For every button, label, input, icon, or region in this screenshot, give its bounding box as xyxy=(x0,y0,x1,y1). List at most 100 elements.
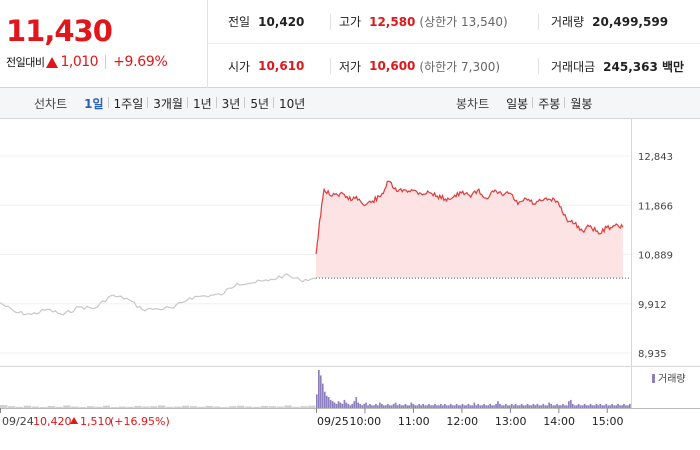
volume-bar xyxy=(205,405,213,408)
volume-bar xyxy=(142,406,150,408)
volume-bar xyxy=(284,405,292,408)
volume-bar xyxy=(518,405,521,408)
volume-bar xyxy=(333,402,336,408)
volume-bar xyxy=(442,405,444,408)
volume-bar xyxy=(566,405,568,408)
change-label: 전일대비 xyxy=(6,56,45,69)
volume-bar xyxy=(483,403,485,408)
volume-bar xyxy=(86,406,95,408)
volume-bar xyxy=(510,403,513,408)
volume-bar xyxy=(554,405,556,408)
volume-bar xyxy=(158,405,166,408)
volume-bar xyxy=(577,403,580,408)
y-tick-label: 11,866 xyxy=(638,201,673,212)
volume-bar xyxy=(367,405,369,408)
volume-bar xyxy=(118,406,126,408)
volume-bar xyxy=(619,405,621,408)
volume-bar xyxy=(23,405,32,408)
volume-bar xyxy=(514,403,517,408)
volume-bar xyxy=(15,406,24,408)
volume-bar xyxy=(382,405,385,408)
stat-note: (상한가 13,540) xyxy=(419,15,508,29)
volume-bar xyxy=(213,406,221,408)
volume-bar xyxy=(558,405,560,408)
volume-bar xyxy=(430,405,432,408)
volume-bar xyxy=(530,405,533,408)
volume-bar xyxy=(524,405,527,408)
volume-bar xyxy=(318,370,320,408)
volume-bar xyxy=(325,395,328,408)
volume-bar xyxy=(63,405,71,408)
volume-bar xyxy=(473,402,476,408)
candle-chart-title: 봉차트 xyxy=(456,97,490,111)
legend-swatch xyxy=(652,374,655,383)
volume-bar xyxy=(564,405,566,408)
volume-bar xyxy=(323,391,326,408)
volume-bar xyxy=(31,406,39,408)
volume-bar xyxy=(335,403,338,408)
x-tick-label: 09/25 xyxy=(317,415,349,428)
volume-bar xyxy=(244,406,253,408)
volume-bar xyxy=(516,405,519,408)
volume-bar xyxy=(544,405,547,408)
volume-bar xyxy=(343,399,346,408)
volume-bar xyxy=(126,406,134,408)
volume-bar xyxy=(252,406,261,408)
candle-daily[interactable]: 일봉 xyxy=(506,97,529,111)
stat-value: 10,420 xyxy=(258,14,305,29)
volume-bar xyxy=(562,403,564,408)
volume-bar xyxy=(495,403,497,408)
y-tick-label: 12,843 xyxy=(638,152,673,163)
period-1w[interactable]: 1주일 xyxy=(107,95,149,112)
stat-value: 20,499,599 xyxy=(592,14,669,29)
volume-bar xyxy=(347,403,350,408)
candle-weekly[interactable]: 주봉 xyxy=(532,95,565,112)
volume-bar xyxy=(428,403,430,408)
volume-bar xyxy=(575,405,578,408)
volume-bar xyxy=(571,403,574,408)
y-axis: 12,843 11,866 10,889 9,912 8,935 xyxy=(638,152,673,360)
volume-bar xyxy=(319,375,322,408)
volume-bar xyxy=(134,405,142,408)
volume-bar xyxy=(355,397,358,408)
volume-bar xyxy=(438,405,440,408)
volume-bar xyxy=(390,405,393,408)
volume-bar xyxy=(457,405,460,408)
volume-bar xyxy=(613,405,615,408)
volume-bar xyxy=(585,405,588,408)
stat-note: (하한가 7,300) xyxy=(419,59,501,74)
volume-bar xyxy=(522,405,525,408)
volume-bar xyxy=(617,403,619,408)
volume-bar xyxy=(0,405,8,408)
stat-amount: 거래대금 245,363 백만 xyxy=(538,58,684,74)
volume-bar xyxy=(412,403,415,408)
volume-bar xyxy=(351,403,354,408)
volume-bar xyxy=(601,405,604,408)
period-3m[interactable]: 3개월 xyxy=(147,95,188,112)
period-1y[interactable]: 1년 xyxy=(186,95,217,112)
prev-day-info: 09/24 10,420 1,510 (+16.95%) xyxy=(2,415,170,428)
volume-bar xyxy=(197,406,205,408)
legend-label: 거래량 xyxy=(658,373,686,385)
volume-bar xyxy=(607,405,610,408)
volume-bar xyxy=(593,405,596,408)
volume-bar xyxy=(410,402,413,408)
period-1d[interactable]: 1일 xyxy=(84,97,104,111)
prev-day-date: 09/24 xyxy=(2,415,34,428)
period-5y[interactable]: 5년 xyxy=(244,95,274,112)
prev-day-series xyxy=(0,273,317,316)
volume-bar xyxy=(627,405,629,408)
candle-monthly[interactable]: 월봉 xyxy=(564,95,597,112)
volume-bar xyxy=(379,402,381,408)
volume-bar xyxy=(388,405,391,408)
volume-bar xyxy=(369,403,371,408)
volume-bar xyxy=(526,403,529,408)
period-10y[interactable]: 10년 xyxy=(273,95,310,112)
volume-bar xyxy=(373,405,375,408)
x-tick-label: 13:00 xyxy=(495,415,527,428)
volume-bar xyxy=(538,405,541,408)
volume-bar xyxy=(489,403,491,408)
period-3y[interactable]: 3년 xyxy=(215,95,246,112)
volume-bar xyxy=(625,405,627,408)
volume-bar xyxy=(432,405,434,408)
